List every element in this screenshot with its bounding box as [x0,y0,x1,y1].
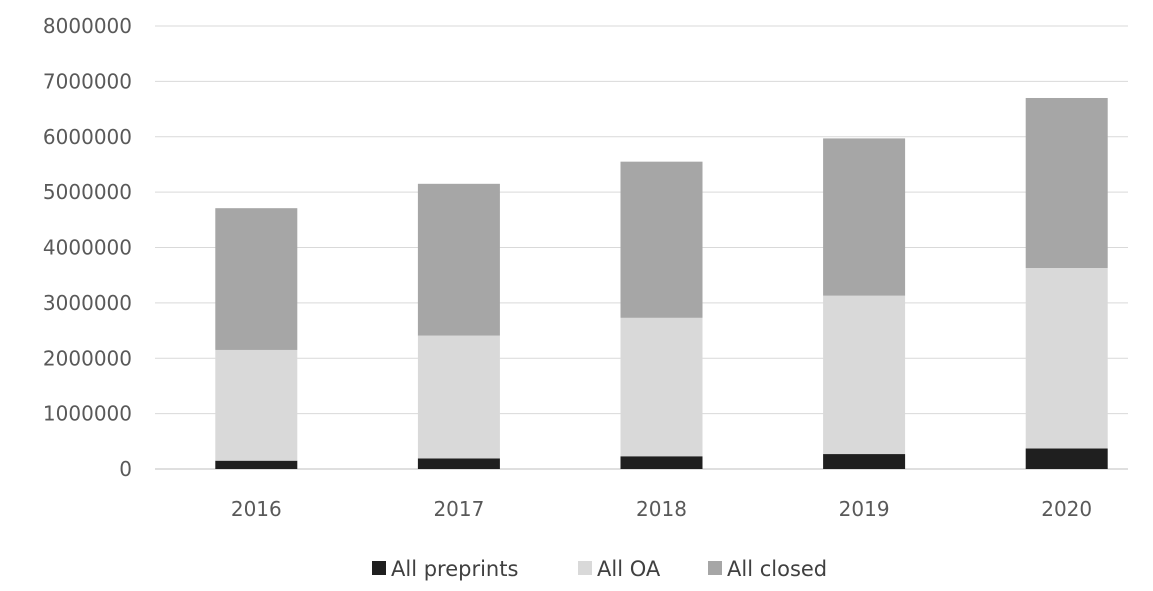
bar-all-closed-2016 [215,208,298,350]
bar-all-oa-2017 [417,335,500,459]
bar-all-oa-2018 [620,317,703,457]
y-tick-label: 2000000 [43,346,132,370]
bar-all-closed-2017 [417,183,500,336]
y-axis: 0 1000000 2000000 3000000 4000000 5000000 6000… [43,14,132,481]
x-tick-label: 2017 [433,497,484,521]
legend: All preprints All OA All closed [372,557,827,581]
y-tick-label: 5000000 [43,180,132,204]
bar-all-preprints-2016 [215,460,298,469]
bar-all-preprints-2020 [1025,448,1108,469]
legend-label: All OA [597,557,661,581]
bar-all-closed-2020 [1025,97,1108,268]
y-tick-label: 6000000 [43,125,132,149]
x-tick-label: 2019 [839,497,890,521]
y-tick-label: 3000000 [43,291,132,315]
bar-all-preprints-2019 [823,454,906,469]
y-tick-label: 8000000 [43,14,132,38]
legend-swatch [372,561,386,575]
bar-all-preprints-2017 [417,458,500,469]
y-tick-label: 4000000 [43,236,132,260]
legend-label: All preprints [391,557,518,581]
y-tick-label: 0 [119,457,132,481]
legend-label: All closed [727,557,827,581]
x-tick-label: 2016 [231,497,282,521]
x-tick-label: 2020 [1041,497,1092,521]
bar-all-oa-2020 [1025,267,1108,449]
y-tick-label: 7000000 [43,69,132,93]
legend-swatch [708,561,722,575]
bar-all-preprints-2018 [620,456,703,469]
bar-all-oa-2019 [823,295,906,455]
bar-all-closed-2018 [620,161,703,318]
y-tick-label: 1000000 [43,402,132,426]
bar-all-oa-2016 [215,349,298,461]
x-tick-label: 2018 [636,497,687,521]
x-axis: 2016 2017 2018 2019 2020 [231,497,1092,521]
bars [215,97,1108,469]
bar-all-closed-2019 [823,138,906,296]
legend-swatch [578,561,592,575]
